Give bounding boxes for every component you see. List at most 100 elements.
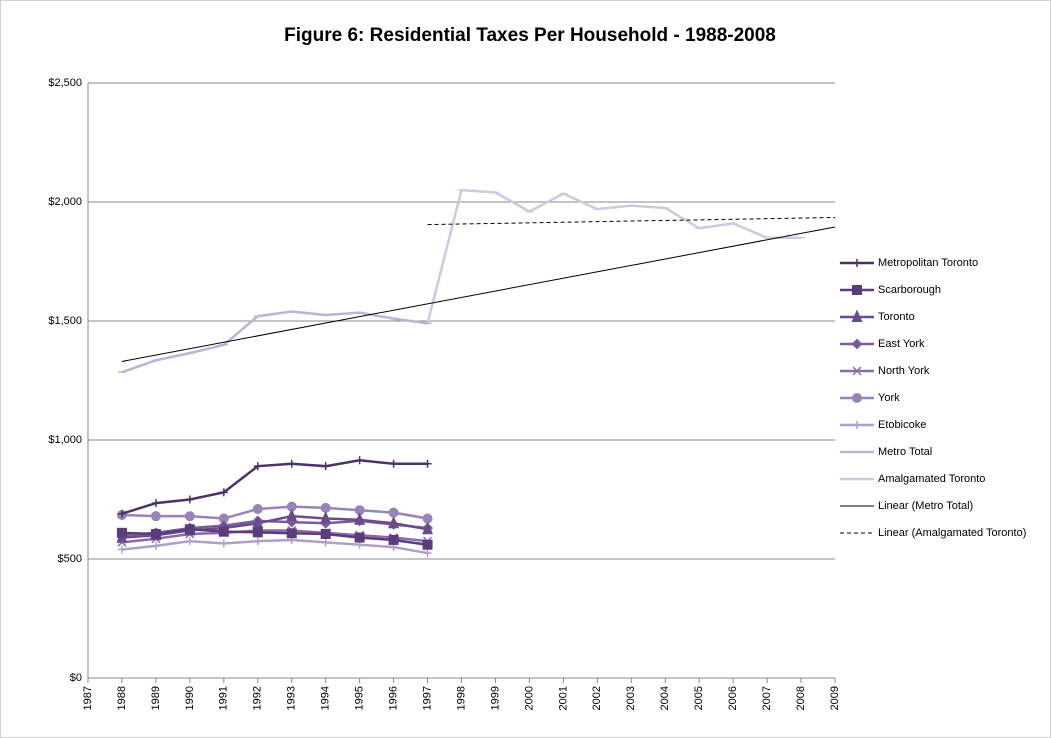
marker: [320, 529, 331, 540]
marker: [253, 537, 262, 546]
legend-label: Linear (Metro Total): [878, 500, 973, 512]
x-tick-label: 2009: [829, 686, 841, 710]
legend-label: Amalgamated Toronto: [878, 473, 985, 485]
x-tick-label: 2001: [557, 686, 569, 710]
marker: [184, 511, 195, 522]
marker: [320, 511, 332, 524]
marker: [388, 507, 399, 518]
marker: [219, 488, 228, 497]
marker: [286, 528, 297, 539]
marker: [219, 539, 228, 548]
series-line: [121, 538, 428, 555]
series: [117, 456, 432, 518]
marker: [423, 459, 432, 468]
y-tick-label: $2,500: [48, 77, 82, 89]
x-tick-label: 2002: [591, 686, 603, 710]
marker: [286, 508, 298, 522]
x-tick-label: 1999: [489, 686, 501, 710]
marker: [354, 512, 366, 525]
legend-marker: [852, 393, 862, 403]
y-tick-label: $1,000: [48, 434, 82, 446]
series-line: [121, 310, 428, 374]
marker: [422, 539, 433, 550]
marker: [423, 549, 432, 558]
legend-label: York: [878, 392, 900, 404]
legend-label: Toronto: [878, 311, 915, 323]
series-line: [121, 505, 428, 520]
marker: [218, 526, 229, 537]
marker: [388, 534, 399, 545]
marker: [287, 459, 296, 468]
marker: [321, 462, 330, 471]
marker: [185, 537, 194, 546]
series-line: [426, 188, 802, 324]
series: [117, 310, 432, 374]
x-tick-label: 1997: [421, 686, 433, 710]
trend-line: [427, 216, 836, 226]
marker: [184, 524, 195, 535]
y-tick-label: $2,000: [48, 196, 82, 208]
series-line: [121, 527, 428, 546]
marker: [252, 527, 263, 538]
legend-label: Etobicoke: [878, 419, 926, 431]
chart-title: Figure 6: Residential Taxes Per Househol…: [284, 25, 776, 46]
x-tick-label: 1988: [116, 686, 128, 710]
trend-line: [121, 226, 836, 362]
marker: [422, 521, 434, 535]
marker: [117, 545, 126, 554]
x-tick-label: 2006: [727, 686, 739, 710]
series-line: [121, 529, 428, 544]
marker: [321, 538, 330, 547]
marker: [117, 509, 126, 518]
x-tick-label: 1996: [387, 686, 399, 710]
marker: [252, 504, 263, 515]
x-tick-label: 1987: [82, 686, 94, 710]
y-tick-label: $1,500: [48, 315, 82, 327]
x-tick-label: 2005: [693, 686, 705, 710]
legend-label: Scarborough: [878, 284, 941, 296]
x-tick-label: 2003: [625, 686, 637, 710]
series: [117, 535, 432, 558]
marker: [150, 511, 161, 522]
y-tick-label: $500: [58, 553, 82, 565]
x-tick-label: 1991: [218, 686, 230, 710]
marker: [320, 502, 331, 513]
marker: [253, 462, 262, 471]
marker: [151, 541, 160, 550]
legend-marker: [853, 421, 861, 429]
marker: [388, 515, 400, 529]
marker: [252, 515, 264, 529]
legend-marker: [851, 338, 863, 350]
marker: [389, 459, 398, 468]
legend-marker: [851, 309, 863, 322]
x-tick-label: 2007: [761, 686, 773, 710]
x-tick-label: 2000: [523, 686, 535, 710]
x-tick-label: 1992: [252, 686, 264, 710]
marker: [355, 456, 364, 465]
x-tick-label: 1994: [320, 686, 332, 710]
legend-label: Metro Total: [878, 446, 932, 458]
legend-label: North York: [878, 365, 930, 377]
marker: [185, 495, 194, 504]
legend-marker: [852, 285, 862, 295]
legend-marker: [852, 366, 862, 376]
x-tick-label: 1990: [184, 686, 196, 710]
x-tick-label: 1993: [286, 686, 298, 710]
series: [116, 524, 433, 550]
marker: [422, 513, 433, 524]
legend-label: Linear (Amalgamated Toronto): [878, 527, 1026, 539]
legend-label: East York: [878, 338, 925, 350]
series: [423, 188, 806, 325]
legend-label: Metropolitan Toronto: [878, 257, 978, 269]
x-tick-label: 1995: [354, 686, 366, 710]
x-tick-label: 1989: [150, 686, 162, 710]
marker: [116, 527, 127, 538]
x-tick-label: 2004: [659, 686, 671, 710]
marker: [150, 529, 161, 540]
legend-marker: [853, 259, 861, 267]
y-tick-label: $0: [70, 672, 82, 684]
x-tick-label: 2008: [795, 686, 807, 710]
series: [116, 501, 433, 524]
